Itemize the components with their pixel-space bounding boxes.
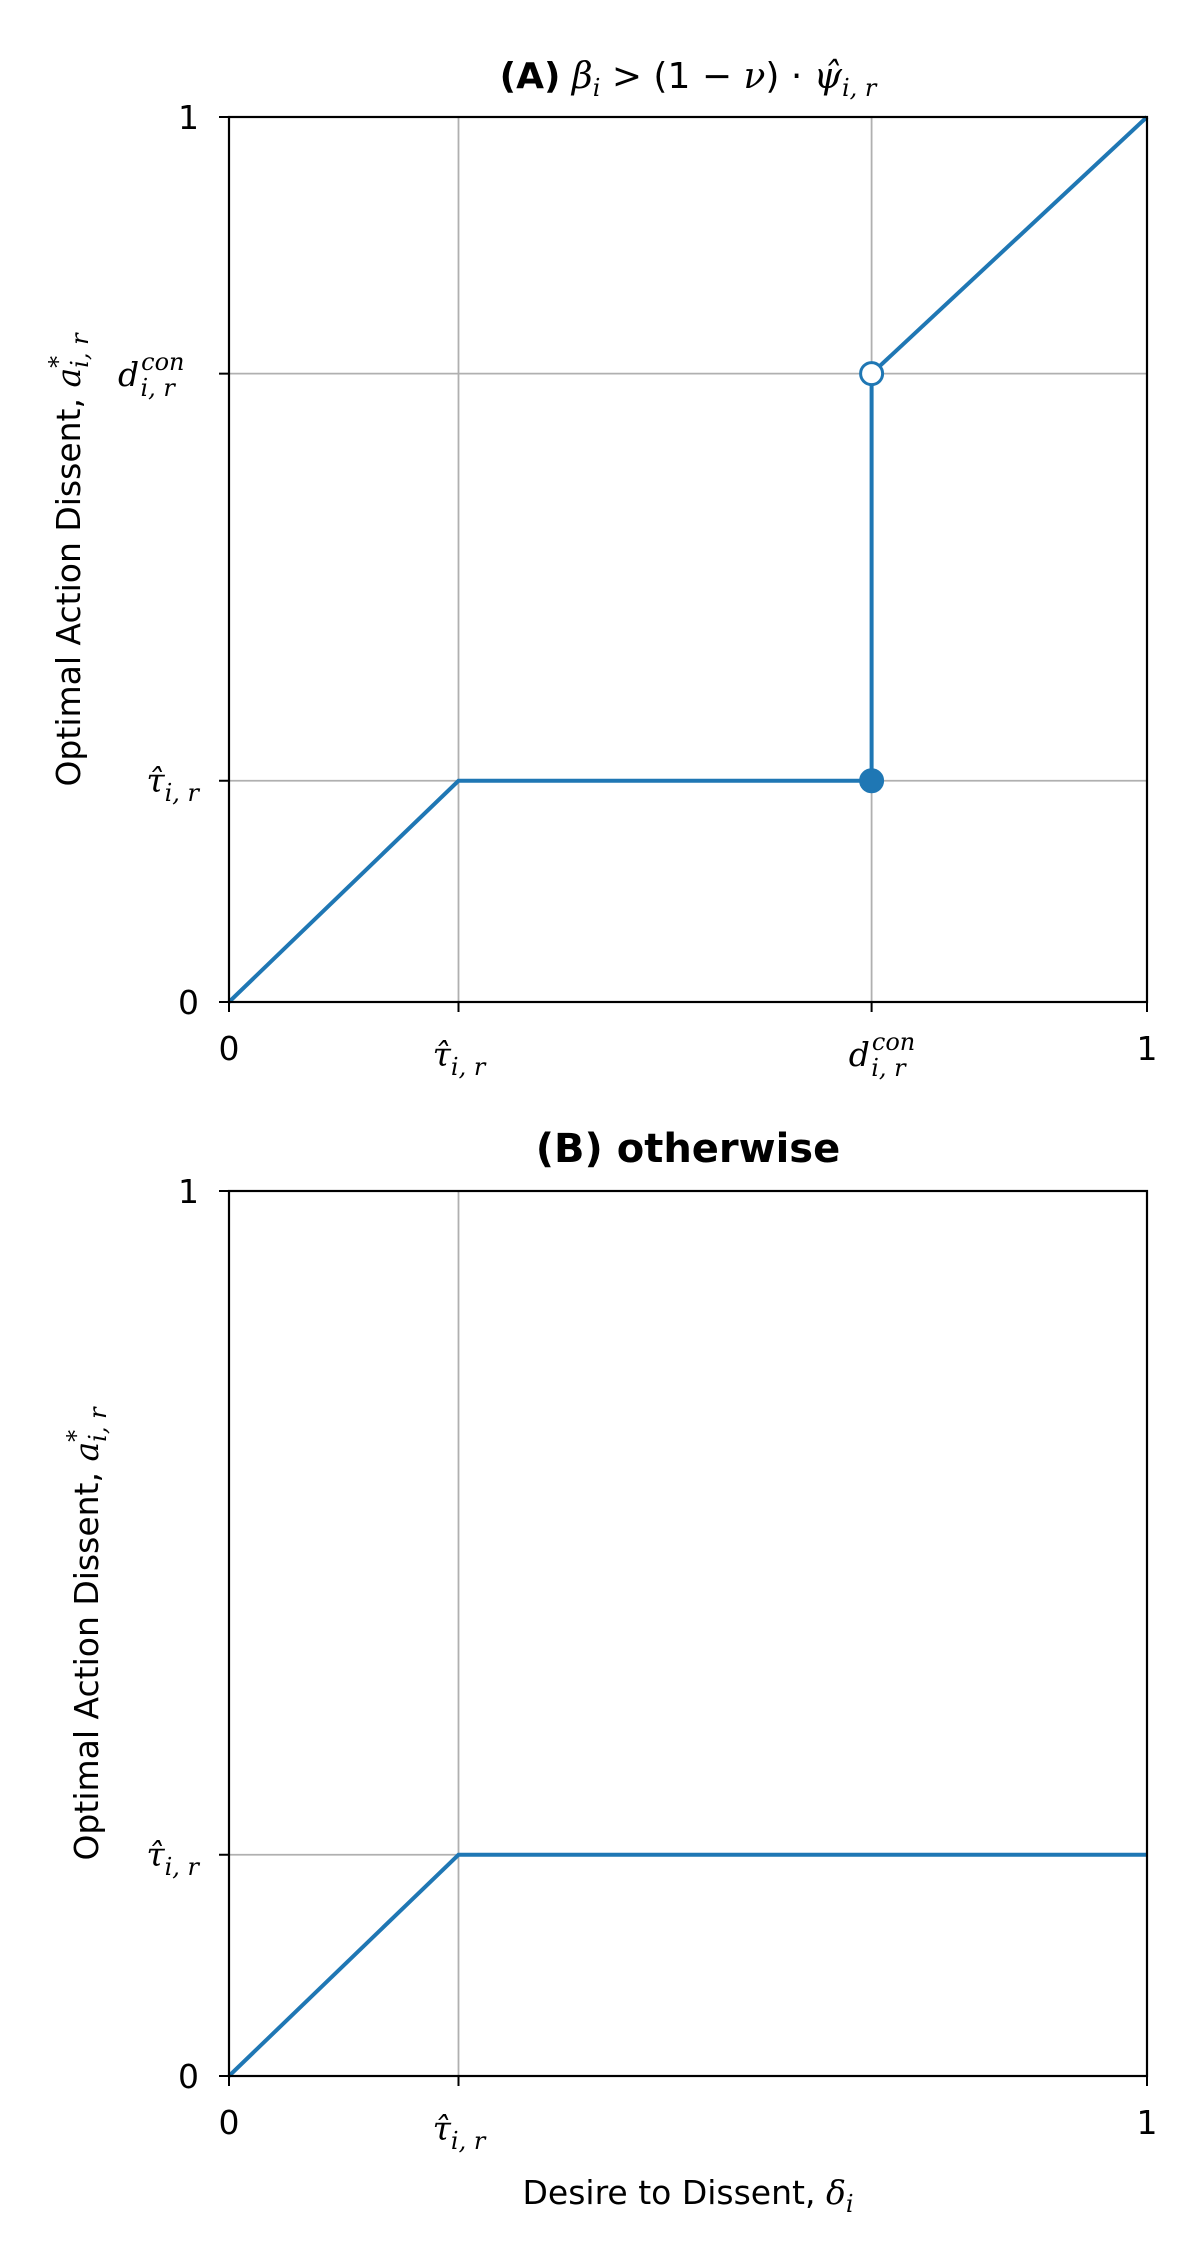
panel-b-series-line-0 — [227, 1852, 1147, 2078]
panel-a-series — [227, 115, 1149, 1004]
panel-a-ytick-tau: τ̂i, r — [146, 761, 200, 807]
panel-a-series-line-0 — [227, 373, 874, 1004]
panel-b-xtick-1: 1 — [1137, 2103, 1158, 2142]
panel-a-ticks — [219, 116, 1148, 1012]
panel-a-ytick-1: 1 — [178, 98, 199, 137]
panel-b: (B) otherwise 0 τ̂i, r 1 0 τ̂i, r 1 Opti… — [62, 1126, 1158, 2218]
panel-b-title: (B) otherwise — [536, 1126, 841, 1172]
panel-a-title: (A) βi > (1 − ν) · ψ̂i, r — [500, 56, 878, 102]
panel-a-xtick-1: 1 — [1137, 1029, 1158, 1068]
panel-b-ticks — [219, 1190, 1148, 2086]
panel-b-ytick-1: 1 — [178, 1172, 199, 1211]
panel-a: (A) βi > (1 − ν) · ψ̂i, r 0 τ̂i, r dcon i… — [44, 56, 1158, 1082]
panel-b-ytick-tau: τ̂i, r — [146, 1835, 200, 1881]
panel-b-ytick-0: 0 — [178, 2057, 199, 2096]
panel-a-marker-open-1 — [859, 361, 885, 387]
panel-b-xtick-0: 0 — [219, 2103, 240, 2142]
panel-a-xtick-dcon: dcon i, r — [849, 1028, 915, 1082]
panel-b-xlabel: Desire to Dissent, δi — [523, 2173, 854, 2218]
panel-b-xtick-tau: τ̂i, r — [433, 2109, 487, 2155]
panel-b-ylabel: Optimal Action Dissent, a*i, r — [62, 1406, 112, 1861]
panel-a-marker-filled-0 — [859, 768, 885, 794]
panel-a-xtick-tau: τ̂i, r — [433, 1035, 487, 1081]
panel-b-series — [227, 1852, 1147, 2078]
panel-a-series-line-1 — [870, 115, 1149, 376]
panel-a-ylabel: Optimal Action Dissent, a*i, r — [44, 332, 94, 787]
panel-b-frame — [227, 1189, 1149, 2078]
panel-a-frame — [227, 115, 1149, 1004]
panel-a-ytick-0: 0 — [178, 983, 199, 1022]
panel-a-ytick-dcon: dcon i, r — [118, 348, 184, 402]
panel-a-xtick-0: 0 — [219, 1029, 240, 1068]
